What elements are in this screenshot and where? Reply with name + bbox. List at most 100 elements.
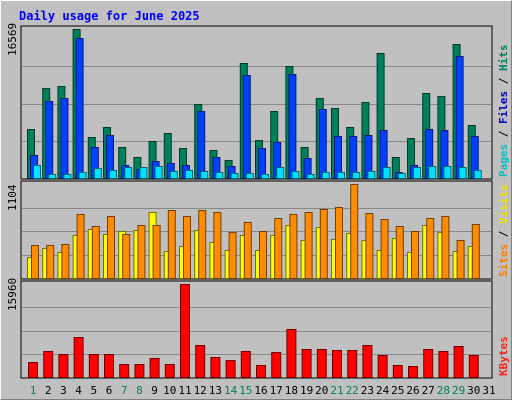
bar-kbytes-day-26 [408,366,418,378]
bar-kbytes-day-6 [104,354,114,378]
bar-pages-day-5 [93,168,102,179]
bar-kbytes-day-10 [164,364,175,378]
bar-pages-day-20 [321,172,330,179]
bar-pages-day-30 [473,170,482,179]
bar-sites-day-15 [243,222,252,279]
legend-entry-hits: Hits [497,45,510,72]
x-tick-label-day-8: 8 [136,384,143,397]
panel-middle: 1104 Sites / Visits [6,180,510,280]
bar-kbytes-day-19 [301,349,312,378]
bar-kbytes-day-12 [195,345,206,378]
x-tick-label-day-16: 16 [254,384,267,397]
bar-sites-day-9 [152,225,161,279]
legend-entry-sites: Sites [497,244,510,277]
x-tick-label-day-28: 28 [437,384,450,397]
bar-files-day-2 [45,101,54,179]
bar-sites-day-20 [319,209,328,279]
bar-files-day-3 [60,98,69,179]
bar-sites-day-14 [228,232,237,279]
panel-top-legend: Pages / Files / Hits [497,45,510,178]
panel-middle-ymax-label: 1104 [6,184,19,211]
x-tick-label-day-11: 11 [178,384,191,397]
x-tick-label-day-27: 27 [422,384,435,397]
x-tick-label-day-20: 20 [315,384,328,397]
bar-kbytes-day-9 [149,358,160,378]
bar-pages-day-19 [306,174,315,179]
bar-pages-day-26 [413,167,421,179]
bar-pages-day-22 [352,172,361,179]
bar-kbytes-day-27 [423,349,434,378]
x-tick-label-day-24: 24 [376,384,390,397]
bar-pages-day-14 [230,173,239,179]
bar-pages-day-4 [78,172,87,179]
x-tick-label-day-15: 15 [239,384,252,397]
bar-pages-day-15 [245,173,254,179]
bar-pages-day-24 [382,167,391,179]
legend-entry-pages: Pages [497,144,510,177]
bar-pages-day-25 [397,173,406,179]
bar-files-day-4 [75,38,84,179]
bar-pages-day-9 [154,166,163,179]
x-tick-label-day-9: 9 [151,384,158,397]
bar-kbytes-day-22 [347,350,358,378]
legend-separator: / [497,71,510,91]
bar-kbytes-day-2 [43,351,54,378]
bar-pages-day-16 [261,174,269,179]
x-tick-label-day-30: 30 [467,384,480,397]
bar-pages-day-28 [443,166,452,179]
x-tick-label-day-6: 6 [106,384,113,397]
bar-pages-day-21 [337,172,345,179]
bar-sites-day-3 [61,244,70,279]
legend-separator: / [497,224,510,244]
bar-sites-day-8 [137,225,146,279]
bar-pages-day-23 [367,171,376,179]
x-tick-label-day-18: 18 [285,384,298,397]
bar-sites-day-2 [46,245,55,279]
bar-kbytes-day-23 [362,345,373,378]
panel-bottom-ymax-label: 15960 [6,278,19,311]
bar-sites-day-5 [91,226,100,279]
bar-files-day-18 [288,74,297,179]
bar-pages-day-2 [48,174,57,179]
x-tick-label-day-7: 7 [121,384,128,397]
bar-sites-day-23 [365,213,374,279]
bar-pages-day-11 [185,170,193,179]
bar-kbytes-day-30 [468,355,479,378]
legend-entry-visits: Visits [497,184,510,224]
bar-pages-day-12 [200,171,209,179]
legend-separator: / [497,124,510,144]
bar-kbytes-day-20 [316,349,327,378]
bar-kbytes-day-1 [28,362,38,378]
bar-files-day-29 [455,56,464,179]
bar-sites-day-18 [289,214,298,279]
x-tick-label-day-17: 17 [270,384,283,397]
bar-sites-day-24 [380,219,389,279]
x-tick-label-day-19: 19 [300,384,313,397]
bar-kbytes-day-8 [134,364,145,378]
bar-sites-day-29 [456,240,465,279]
x-tick-label-day-12: 12 [194,384,207,397]
legend-entry-kbytes: KBytes [497,336,510,376]
bar-pages-day-18 [291,171,300,179]
x-tick-label-day-5: 5 [90,384,97,397]
bar-pages-day-7 [124,167,133,179]
bar-pages-day-29 [458,167,467,179]
bar-pages-day-8 [139,167,148,179]
bar-kbytes-day-7 [119,364,130,378]
bar-sites-day-1 [31,245,39,279]
bar-files-day-20 [318,109,327,179]
bar-kbytes-day-11 [180,284,190,378]
x-tick-label-day-10: 10 [163,384,176,397]
x-tick-label-day-1: 1 [30,384,37,397]
panel-top-ymax-label: 16569 [6,23,19,56]
bar-sites-day-7 [122,234,131,279]
x-tick-label-day-23: 23 [361,384,374,397]
bar-kbytes-day-4 [73,337,84,378]
bar-sites-day-27 [426,218,435,279]
x-tick-label-day-22: 22 [346,384,359,397]
bar-kbytes-day-21 [332,350,342,378]
panel-bottom-legend: KBytes [497,336,510,376]
x-tick-label-day-2: 2 [45,384,52,397]
bar-kbytes-day-25 [392,365,403,378]
